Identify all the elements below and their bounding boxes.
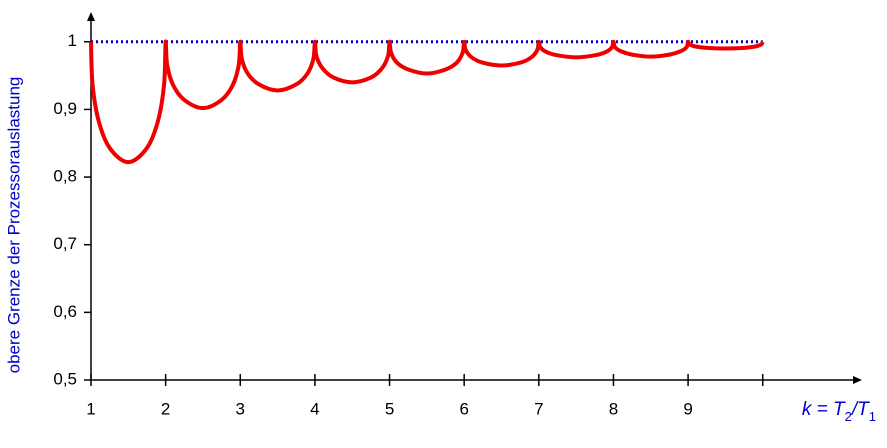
x-tick-label: 6 bbox=[459, 399, 468, 418]
x-tick-label: 4 bbox=[310, 399, 319, 418]
y-tick-label: 0,7 bbox=[53, 234, 77, 253]
y-axis-arrow bbox=[87, 12, 95, 21]
x-axis-label: k = T2/T1 bbox=[802, 399, 876, 424]
x-axis-label-part: k = T bbox=[802, 399, 846, 420]
x-axis-arrow bbox=[853, 376, 862, 384]
x-tick-label: 2 bbox=[161, 399, 170, 418]
x-tick-label: 7 bbox=[534, 399, 543, 418]
x-axis-label-part: 2 bbox=[845, 409, 852, 424]
x-tick-label: 5 bbox=[385, 399, 394, 418]
x-tick-label: 3 bbox=[236, 399, 245, 418]
y-tick-label: 0,8 bbox=[53, 167, 77, 186]
x-axis-label-part: /T bbox=[850, 399, 870, 420]
y-tick-label: 0,9 bbox=[53, 99, 77, 118]
x-tick-label: 8 bbox=[609, 399, 618, 418]
data-line bbox=[89, 39, 765, 165]
x-axis-label-part: 1 bbox=[869, 409, 876, 424]
x-tick-label: 1 bbox=[86, 399, 95, 418]
y-tick-label: 0,6 bbox=[53, 302, 77, 321]
x-tick-label: 9 bbox=[683, 399, 692, 418]
y-tick-label: 1 bbox=[68, 31, 77, 50]
y-tick-label: 0,5 bbox=[53, 369, 77, 388]
y-axis-label: obere Grenze der Prozessorauslastung bbox=[4, 77, 23, 374]
